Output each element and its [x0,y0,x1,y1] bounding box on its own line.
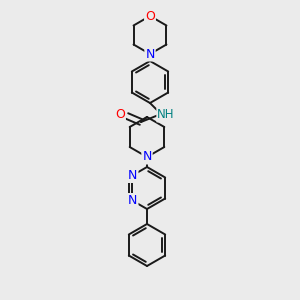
Text: N: N [145,47,155,61]
Text: N: N [128,194,137,207]
Text: O: O [145,10,155,22]
Text: N: N [142,151,152,164]
Text: NH: NH [157,109,175,122]
Text: O: O [115,107,125,121]
Text: N: N [128,169,137,182]
